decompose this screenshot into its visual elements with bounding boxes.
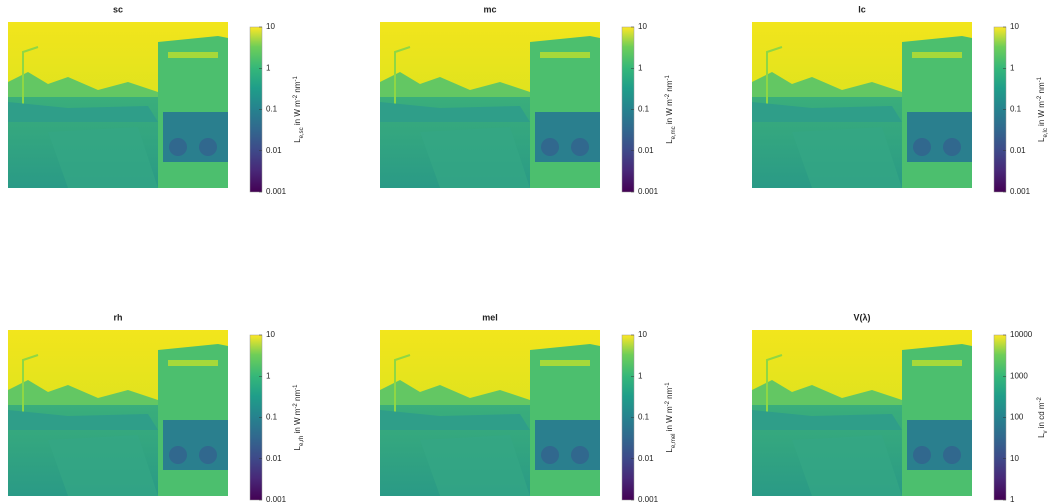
image xyxy=(8,22,228,188)
panel-title: rh xyxy=(114,312,123,322)
colorbar-tick-label: 1 xyxy=(1010,495,1015,503)
colorbar-tick-label: 0.01 xyxy=(638,146,654,155)
colorbar-label: Le,lc in W m-2 nm-1 xyxy=(1037,76,1049,142)
image xyxy=(380,330,600,496)
colorbar-label-part: in W m xyxy=(293,100,302,127)
page: sc 0.001 0.01 0.1 1 10 Le,sc in W m-2 nm-1 mc 0.… xyxy=(0,0,1056,503)
colorbar-tick-label: 10 xyxy=(638,22,647,31)
colorbar-tick-label: 10 xyxy=(1010,454,1019,463)
colorbar-label-part: nm xyxy=(293,81,302,95)
colorbar-tick-label: 0.001 xyxy=(266,187,287,196)
colorbar-label-part: e,mc xyxy=(671,126,677,139)
colorbar-tick-label: 0.1 xyxy=(266,105,278,114)
colorbar-label-part: nm xyxy=(665,387,674,401)
colorbar-tick-label: 1 xyxy=(266,63,271,72)
colorbar-label-part: in cd m xyxy=(1037,402,1046,430)
panel-title: lc xyxy=(858,4,866,14)
colorbar-tick-label: 10 xyxy=(1010,22,1019,31)
colorbar-label: Le,rh in W m-2 nm-1 xyxy=(293,384,305,451)
colorbar-tick-label: 1 xyxy=(266,371,271,380)
colorbar-tick-label: 10000 xyxy=(1010,330,1033,339)
colorbar-tick-label: 0.01 xyxy=(638,454,654,463)
colorbar-tick-label: 10 xyxy=(638,330,647,339)
colorbar-tick-label: 0.001 xyxy=(638,495,659,503)
panel-title: sc xyxy=(113,4,123,14)
colorbar-label-part: nm xyxy=(293,390,302,404)
colorbar-tick-label: 0.1 xyxy=(638,413,650,422)
colorbar-tick-label: 0.1 xyxy=(1010,105,1022,114)
colorbar-tick-label: 0.01 xyxy=(1010,146,1026,155)
colorbar-label: Le,mel in W m-2 nm-1 xyxy=(665,382,677,453)
colorbar-tick-label: 1 xyxy=(638,371,643,380)
colorbar-label-part: e,lc xyxy=(1043,128,1049,137)
colorbar-tick-label: 0.001 xyxy=(1010,187,1031,196)
colorbar-label-part: nm xyxy=(665,80,674,94)
panel-title: mel xyxy=(482,312,498,322)
colorbar-tick-label: 0.001 xyxy=(266,495,287,503)
colorbar-label-part: in W m xyxy=(665,406,674,433)
colorbar-tick-label: 1 xyxy=(1010,63,1015,72)
figure: sc 0.001 0.01 0.1 1 10 Le,sc in W m-2 nm-1 mc 0.… xyxy=(0,0,1056,503)
panel-title: mc xyxy=(483,4,496,14)
colorbar-label-part: in W m xyxy=(665,99,674,126)
colorbar-label: Lv in cd m-2 xyxy=(1037,396,1049,437)
colorbar-label-part: -1 xyxy=(665,75,671,81)
image xyxy=(752,330,972,496)
colorbar-tick-label: 1 xyxy=(638,63,643,72)
panel-title: V(λ) xyxy=(853,312,870,322)
colorbar-label-part: e,rh xyxy=(299,436,305,446)
colorbar-label-part: -1 xyxy=(293,76,299,82)
colorbar-tick-label: 0.1 xyxy=(638,105,650,114)
colorbar-label: Le,mc in W m-2 nm-1 xyxy=(665,75,677,144)
colorbar-label-part: -1 xyxy=(1037,76,1043,82)
colorbar-label: Le,sc in W m-2 nm-1 xyxy=(293,76,305,143)
colorbar-label-part: -1 xyxy=(665,382,671,388)
colorbar-tick-label: 1000 xyxy=(1010,371,1028,380)
image xyxy=(752,22,972,188)
colorbar-tick-label: 10 xyxy=(266,330,275,339)
colorbar-label-part: in W m xyxy=(293,408,302,435)
colorbar-tick-label: 10 xyxy=(266,22,275,31)
colorbar-tick-label: 0.01 xyxy=(266,146,282,155)
colorbar-label-part: in W m xyxy=(1037,101,1046,128)
colorbar-label-part: e,mel xyxy=(671,434,677,449)
colorbar-label-part: nm xyxy=(1037,82,1046,96)
colorbar-label-part: -1 xyxy=(293,384,299,390)
colorbar-tick-label: 0.01 xyxy=(266,454,282,463)
image xyxy=(380,22,600,188)
colorbar-tick-label: 0.001 xyxy=(638,187,659,196)
colorbar-label-part: -2 xyxy=(1037,396,1043,402)
colorbar-label-part: e,sc xyxy=(299,127,305,138)
image xyxy=(8,330,228,496)
colorbar-tick-label: 0.1 xyxy=(266,413,278,422)
colorbar-tick-label: 100 xyxy=(1010,413,1024,422)
